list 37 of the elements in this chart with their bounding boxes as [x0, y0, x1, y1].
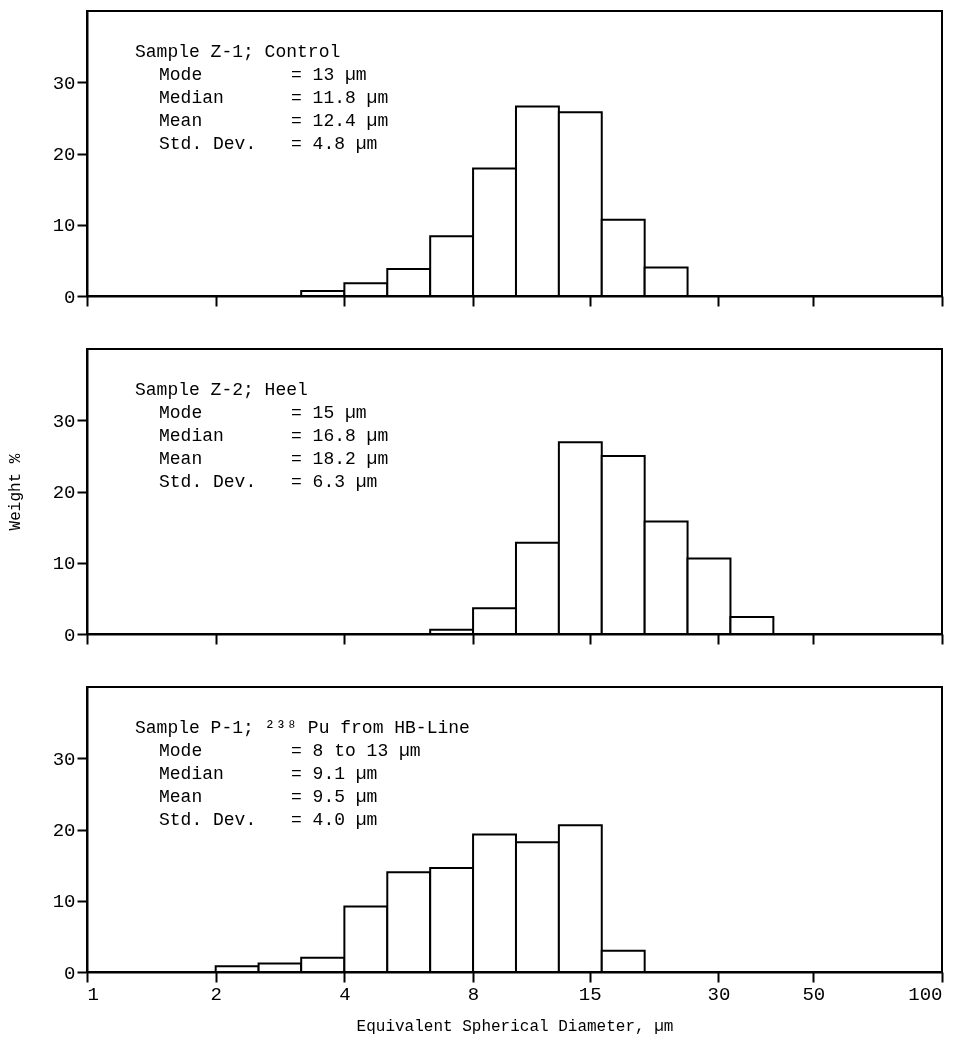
x-tick-label: 2 [210, 983, 222, 1006]
text: Std. Dev. = 4.0 µm [159, 810, 378, 830]
annotation: Sample Z-2; Heel [135, 380, 308, 400]
text: Mode = 13 µm [159, 65, 367, 85]
annotation: Sample Z-1; Control [135, 42, 341, 62]
text: Median = 9.1 µm [159, 764, 378, 784]
y-tick-label: 0 [64, 624, 76, 647]
y-tick-label: 10 [52, 891, 76, 914]
x-tick-label: 100 [908, 983, 943, 1006]
text: Std. Dev. = 4.8 µm [159, 134, 378, 154]
y-tick-label: 20 [52, 820, 76, 842]
y-tick-label: 30 [52, 72, 76, 95]
text: Mode = 15 µm [159, 403, 367, 423]
y-tick-label: 20 [52, 482, 76, 504]
y-tick-label: 0 [64, 962, 76, 985]
x-tick-label: 15 [578, 983, 602, 1006]
x-tick-label: 50 [802, 983, 826, 1006]
text: Median = 11.8 µm [159, 88, 389, 108]
text: Mean = 9.5 µm [159, 787, 378, 807]
text: Mode = 8 to 13 µm [159, 741, 421, 761]
y-tick-label: 10 [52, 553, 76, 576]
y-axis-title: Weight % [6, 453, 25, 531]
annotation: Sample P-1; ²³⁸ Pu from HB-Line [135, 718, 470, 738]
x-axis-title: Equivalent Spherical Diameter, µm [356, 1017, 674, 1036]
x-tick-label: 8 [467, 983, 480, 1006]
text: Std. Dev. = 6.3 µm [159, 472, 378, 492]
x-tick-label: 30 [707, 983, 731, 1006]
y-tick-label: 0 [64, 286, 76, 309]
x-tick-label: 4 [339, 983, 351, 1006]
y-tick-label: 10 [52, 215, 76, 238]
text: Median = 16.8 µm [159, 426, 389, 446]
y-tick-label: 30 [52, 748, 76, 771]
x-tick-label: 1 [87, 983, 99, 1006]
text: Mean = 18.2 µm [159, 449, 389, 469]
y-tick-label: 20 [52, 144, 76, 166]
y-tick-label: 30 [52, 410, 76, 433]
text: Mean = 12.4 µm [159, 111, 389, 131]
